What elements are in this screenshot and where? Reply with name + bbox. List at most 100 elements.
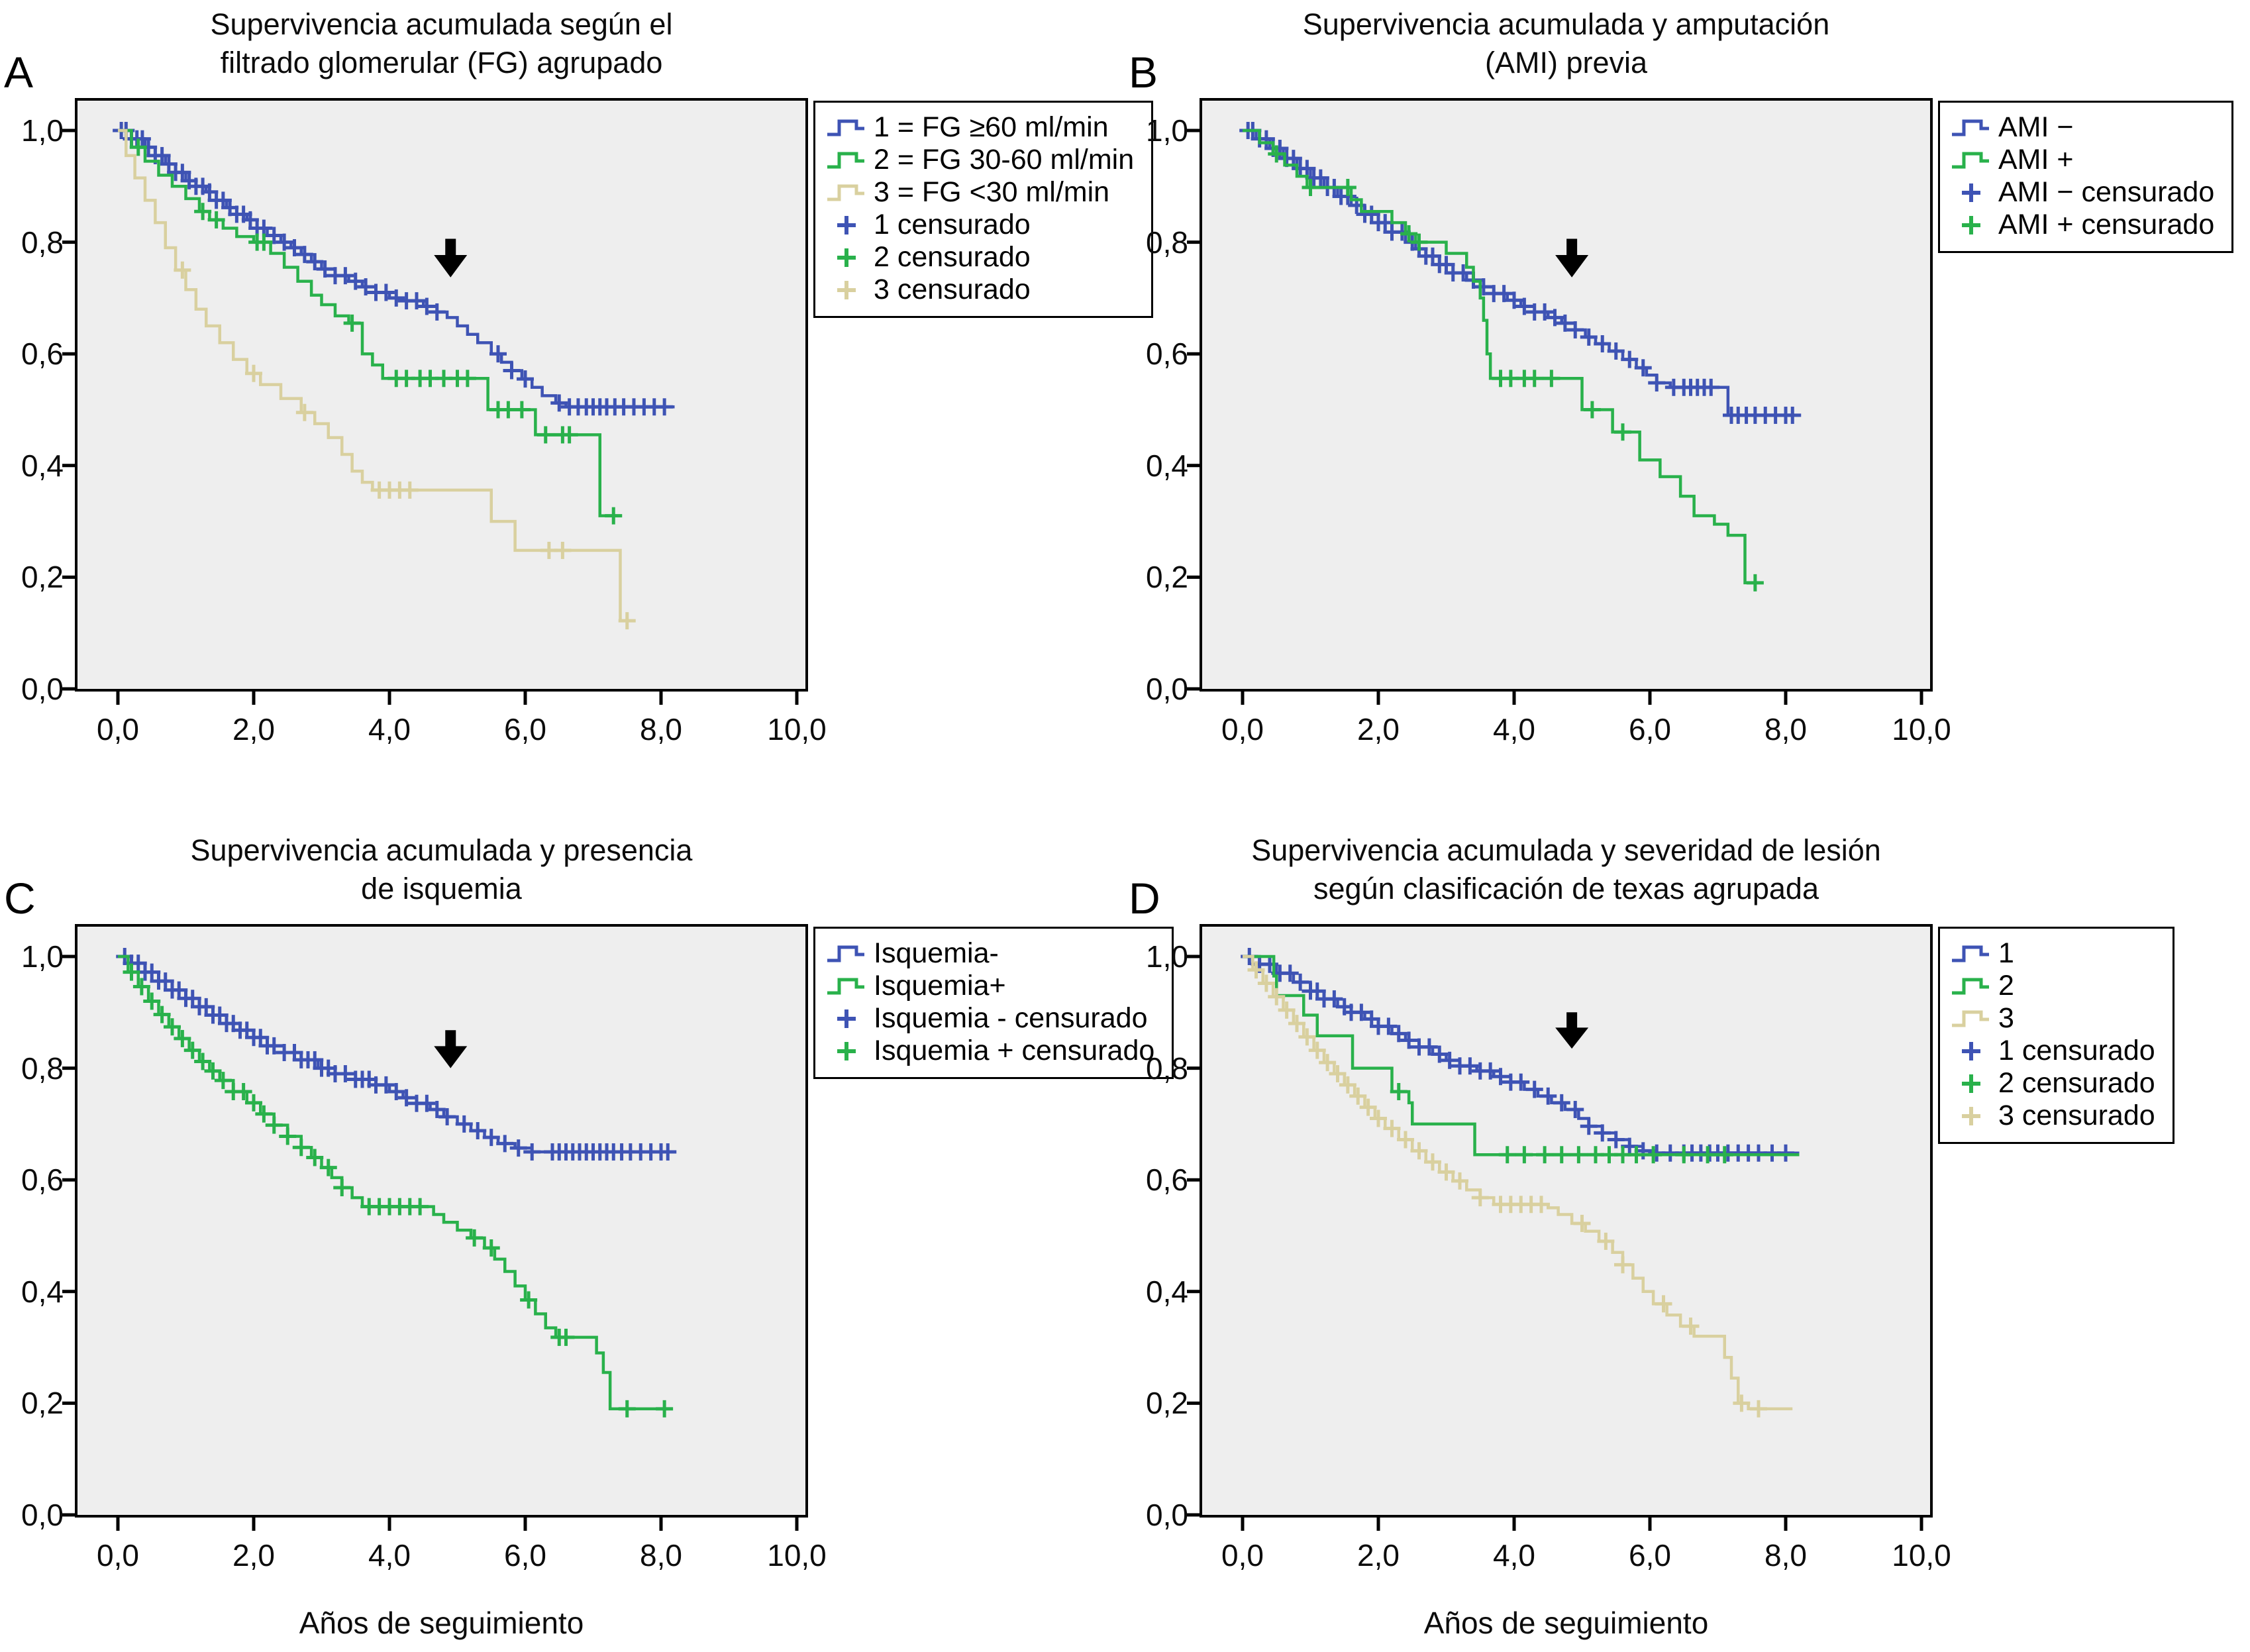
y-tick-label: 0,8 (1146, 1051, 1188, 1086)
legend-item: 1 censurado (1951, 1035, 2155, 1066)
y-tick-label: 0,2 (1146, 560, 1188, 595)
y-tick-label: 0,6 (21, 336, 64, 372)
series-2-curve (1243, 955, 1793, 1411)
x-tick-label: 2,0 (1357, 1538, 1400, 1573)
five-year-arrow-icon (434, 1030, 468, 1068)
legend-c: Isquemia- Isquemia+ Isquemia - censurado Is… (813, 927, 1174, 1079)
km-plot-svg (62, 924, 808, 1531)
y-tick-label: 0,6 (1146, 1162, 1188, 1198)
legend-item-label: 1 = FG ≥60 ml/min (874, 111, 1109, 143)
x-tick-label: 6,0 (1629, 712, 1671, 747)
legend-step-line-icon (826, 116, 867, 140)
legend-item-label: 2 censurado (874, 241, 1031, 273)
legend-step-line-icon (1951, 116, 1992, 140)
y-tick-label: 1,0 (21, 939, 64, 974)
legend-step-line-icon (826, 974, 867, 998)
x-tick-label: 0,0 (97, 712, 139, 747)
panel-letter-c: C (4, 874, 36, 923)
legend-item: AMI + censurado (1951, 209, 2214, 240)
panel-a: A Supervivencia acumulada según el filtra… (0, 0, 1154, 826)
series-1-censor-marks (123, 963, 674, 1418)
legend-step-line-icon (1951, 148, 1992, 172)
legend-censored-plus-icon (1951, 1072, 1992, 1096)
y-tick-label: 0,4 (1146, 1274, 1188, 1309)
y-tick-label: 0,8 (21, 225, 64, 260)
legend-item: 3 = FG <30 ml/min (826, 177, 1134, 208)
panel-letter-a: A (4, 48, 34, 97)
legend-item: 2 = FG 30-60 ml/min (826, 144, 1134, 176)
y-tick-label: 0,6 (1146, 336, 1188, 372)
legend-item: 3 (1951, 1003, 2155, 1034)
legend-item: AMI − censurado (1951, 177, 2214, 208)
x-tick-label: 0,0 (1221, 712, 1264, 747)
series-1-censor-marks (1390, 1083, 1733, 1164)
series-2-censor-marks (1247, 961, 1767, 1418)
panel-letter-d: D (1129, 874, 1160, 923)
five-year-arrow-icon (434, 238, 468, 278)
legend-censored-plus-icon (826, 1007, 867, 1031)
x-tick-label: 8,0 (1764, 712, 1807, 747)
legend-step-line-icon (826, 942, 867, 966)
x-tick-label: 0,0 (1221, 1538, 1264, 1573)
series-1-censor-marks (1268, 145, 1764, 592)
legend-item-label: 1 censurado (1998, 1035, 2155, 1066)
legend-item-label: 2 censurado (1998, 1067, 2155, 1099)
legend-item: 2 censurado (826, 242, 1134, 273)
legend-item-label: 1 censurado (874, 209, 1031, 240)
title-line-1: Supervivencia acumulada y presencia (190, 833, 693, 867)
plot-frame (1200, 924, 1933, 1518)
legend-censored-plus-icon (826, 246, 867, 270)
y-tick-label: 1,0 (21, 113, 64, 148)
legend-item-label: AMI + (1998, 144, 2074, 176)
series-0-censor-marks (116, 948, 677, 1161)
title-line-2: según clasificación de texas agrupada (1313, 871, 1819, 905)
legend-censored-plus-icon (826, 278, 867, 302)
x-tick-label: 8,0 (640, 712, 682, 747)
x-tick-label: 2,0 (232, 1538, 275, 1573)
legend-item-label: 3 censurado (1998, 1100, 2155, 1131)
legend-step-line-icon (826, 181, 867, 205)
title-line-1: Supervivencia acumulada y amputación (1302, 7, 1830, 41)
legend-censored-plus-icon (826, 1039, 867, 1063)
legend-item: AMI + (1951, 144, 2214, 176)
legend-b: AMI − AMI + AMI − censurado AMI + censurado (1938, 101, 2234, 253)
x-tick-label: 8,0 (1764, 1538, 1807, 1573)
legend-item: Isquemia + censurado (826, 1035, 1154, 1066)
legend-censored-plus-icon (826, 213, 867, 237)
panel-title-c: Supervivencia acumulada y presencia de is… (76, 831, 807, 907)
legend-step-line-icon (1951, 1007, 1992, 1031)
x-tick-label: 10,0 (767, 712, 827, 747)
legend-item-label: 3 censurado (874, 274, 1031, 305)
panel-c: C Supervivencia acumulada y presencia de … (0, 826, 1174, 1652)
legend-item: 1 (1951, 938, 2155, 969)
x-tick-label: 0,0 (97, 1538, 139, 1573)
x-tick-label: 10,0 (1892, 1538, 1951, 1573)
legend-item: Isquemia- (826, 938, 1154, 969)
x-tick-label: 6,0 (1629, 1538, 1671, 1573)
legend-item: 3 censurado (826, 274, 1134, 305)
legend-item-label: Isquemia - censurado (874, 1002, 1148, 1034)
title-line-1: Supervivencia acumulada según el (210, 7, 673, 41)
legend-censored-plus-icon (1951, 1039, 1992, 1063)
series-1-censor-marks (129, 138, 623, 525)
legend-item-label: AMI − censurado (1998, 176, 2215, 208)
x-axis-label: Años de seguimiento (299, 1606, 584, 1640)
panel-title-b: Supervivencia acumulada y amputación (AMI… (1201, 5, 1931, 81)
x-tick-label: 4,0 (1493, 712, 1535, 747)
y-tick-label: 0,0 (21, 672, 64, 706)
y-tick-label: 0,8 (21, 1051, 64, 1086)
x-tick-label: 2,0 (1357, 712, 1400, 747)
legend-censored-plus-icon (1951, 181, 1992, 205)
legend-step-line-icon (1951, 942, 1992, 966)
panel-title-d: Supervivencia acumulada y severidad de l… (1201, 831, 1931, 907)
title-line-1: Supervivencia acumulada y severidad de l… (1251, 833, 1881, 867)
x-tick-label: 10,0 (767, 1538, 827, 1573)
legend-item-label: Isquemia- (874, 937, 999, 969)
legend-item-label: AMI + censurado (1998, 209, 2215, 240)
series-1-curve (1243, 955, 1800, 1157)
legend-item-label: 3 (1998, 1002, 2014, 1034)
y-tick-label: 0,2 (21, 560, 64, 595)
legend-censored-plus-icon (1951, 213, 1992, 237)
